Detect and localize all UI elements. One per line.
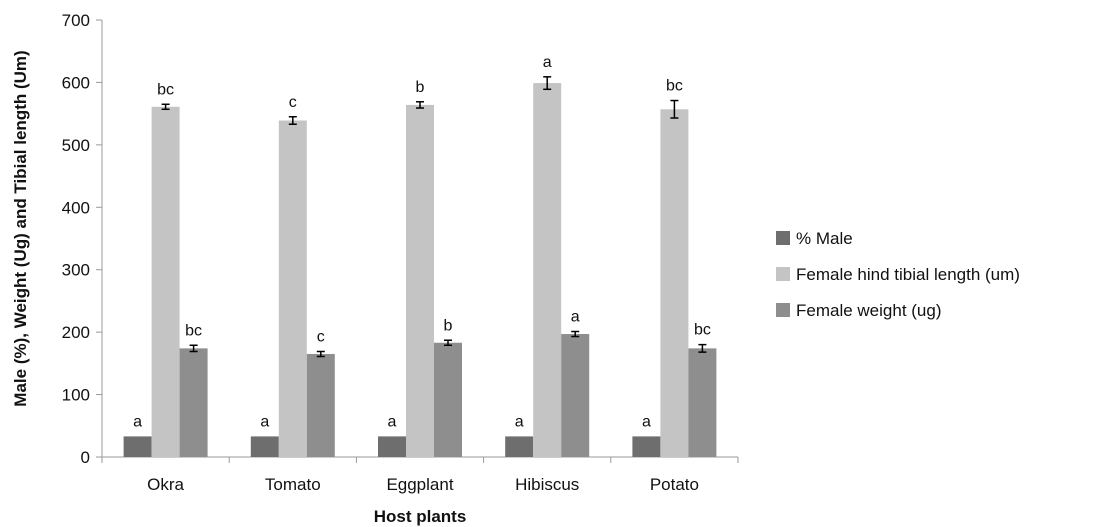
x-tick-label: Potato bbox=[650, 475, 699, 494]
significance-label: a bbox=[260, 413, 269, 430]
y-tick-label: 400 bbox=[62, 198, 90, 217]
bar bbox=[378, 436, 406, 457]
significance-label: b bbox=[444, 317, 453, 334]
bar bbox=[434, 342, 462, 457]
bar bbox=[151, 106, 180, 458]
legend-swatch bbox=[776, 267, 790, 281]
y-tick-label: 700 bbox=[62, 11, 90, 30]
bar bbox=[561, 334, 590, 457]
significance-label: bc bbox=[694, 322, 711, 339]
x-tick-label: Okra bbox=[147, 475, 184, 494]
legend-label: % Male bbox=[796, 229, 853, 248]
error-bars bbox=[161, 76, 707, 358]
significance-label: a bbox=[515, 413, 524, 430]
y-tick-label: 300 bbox=[62, 261, 90, 280]
y-tick-label: 600 bbox=[62, 73, 90, 92]
bars bbox=[123, 83, 717, 458]
x-tick-label: Eggplant bbox=[386, 475, 453, 494]
significance-label: bc bbox=[185, 322, 202, 339]
y-tick-label: 0 bbox=[81, 448, 90, 467]
bar bbox=[278, 120, 307, 457]
x-tick-label: Hibiscus bbox=[515, 475, 579, 494]
significance-label: bc bbox=[157, 81, 174, 98]
significance-label: a bbox=[642, 413, 651, 430]
bar bbox=[505, 436, 534, 457]
significance-label: a bbox=[388, 413, 397, 430]
significance-label: c bbox=[317, 328, 325, 345]
x-axis-title: Host plants bbox=[374, 507, 467, 526]
bar bbox=[123, 436, 152, 457]
legend-label: Female hind tibial length (um) bbox=[796, 265, 1020, 284]
bar bbox=[250, 436, 279, 457]
y-tick-label: 100 bbox=[62, 386, 90, 405]
significance-label: a bbox=[571, 309, 580, 326]
y-axis: 0 100 200 300 400 500 600 700 bbox=[62, 11, 103, 467]
significance-label: b bbox=[416, 79, 425, 96]
legend-swatch bbox=[776, 231, 790, 245]
significance-label: bc bbox=[666, 78, 683, 95]
legend: % Male Female hind tibial length (um) Fema… bbox=[776, 229, 1020, 320]
y-tick-label: 200 bbox=[62, 323, 90, 342]
significance-labels: a a a a a bc c b a bc bc c b a bc bbox=[133, 54, 711, 431]
bar bbox=[533, 83, 562, 457]
x-tick-label: Tomato bbox=[265, 475, 321, 494]
significance-label: c bbox=[289, 94, 297, 111]
significance-label: a bbox=[133, 413, 142, 430]
bar bbox=[660, 109, 689, 457]
bar bbox=[688, 348, 717, 457]
significance-label: a bbox=[543, 54, 552, 71]
y-axis-title: Male (%), Weight (Ug) and Tibial length … bbox=[11, 50, 30, 406]
bar bbox=[179, 348, 208, 457]
bar bbox=[306, 353, 335, 457]
bar bbox=[632, 436, 661, 457]
legend-label: Female weight (ug) bbox=[796, 301, 942, 320]
y-tick-label: 500 bbox=[62, 136, 90, 155]
bar bbox=[406, 104, 434, 457]
legend-swatch bbox=[776, 303, 790, 317]
x-axis: Okra Tomato Eggplant Hibiscus Potato bbox=[101, 456, 739, 494]
